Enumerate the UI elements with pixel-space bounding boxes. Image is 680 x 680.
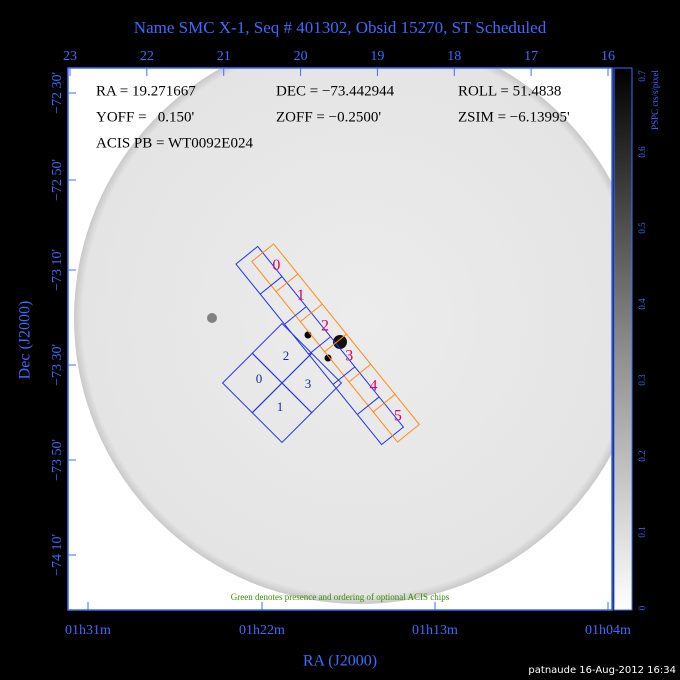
top-axis-labels: 23 22 21 20 19 18 17 16 <box>63 49 615 64</box>
y-axis-title: Dec (J2000) <box>17 301 34 380</box>
top-tick-label: 22 <box>140 49 154 64</box>
sky-image <box>74 68 612 604</box>
left-tick-label: −72 50' <box>50 159 65 201</box>
x-axis-title: RA (J2000) <box>303 653 377 670</box>
acis-i-labels: 0 1 2 3 <box>256 348 312 414</box>
info-ra: RA = 19.271667 <box>96 83 196 99</box>
chip-divider <box>308 336 331 355</box>
info-dec: DEC = −73.442944 <box>276 83 395 99</box>
source <box>324 354 332 362</box>
bottom-tick-label: 01h22m <box>239 623 285 638</box>
chip-label: 0 <box>272 257 280 274</box>
colorbar-labels: 0 0.1 0.2 0.3 0.4 0.5 0.6 0.7 <box>637 70 647 610</box>
chip-divider <box>372 393 396 413</box>
chip-label: 4 <box>370 378 378 395</box>
info-acis-pb: ACIS PB = WT0092E024 <box>96 135 253 151</box>
top-tick-label: 19 <box>370 49 384 64</box>
chip-label: 2 <box>321 317 329 334</box>
acis-i <box>221 322 343 444</box>
colorbar-label: 0.6 <box>637 146 647 158</box>
chip-divider <box>259 276 283 295</box>
chip-divider <box>332 366 356 385</box>
top-tick-label: 23 <box>63 49 77 64</box>
note: Green denotes presence and ordering of o… <box>231 592 450 602</box>
info-yoff: YOFF = 0.150' <box>96 109 195 125</box>
top-tick-label: 17 <box>524 49 538 64</box>
chip-label: 3 <box>305 376 312 391</box>
info-zoff: ZOFF = −0.2500' <box>276 109 381 125</box>
colorbar <box>613 67 633 611</box>
top-tick-label: 18 <box>447 49 461 64</box>
left-tick-label: −74 10' <box>50 534 65 576</box>
frame <box>67 67 613 611</box>
left-tick-label: −73 50' <box>50 439 65 481</box>
colorbar-label: 0.5 <box>637 222 647 234</box>
chip-label: 2 <box>283 348 290 363</box>
bottom-axis-labels: 01h31m 01h22m 01h13m 01h04m <box>65 623 631 638</box>
left-tick-label: −72 30' <box>50 72 65 114</box>
bottom-tick-label: 01h13m <box>412 623 458 638</box>
left-axis-labels: −72 30' −72 50' −73 10' −73 30' −73 50' −74 1… <box>50 72 65 576</box>
chip-divider <box>284 306 307 325</box>
chip-label: 3 <box>345 347 353 364</box>
colorbar-label: 0.3 <box>637 374 647 386</box>
source <box>207 313 217 323</box>
acis-i-chip <box>281 352 343 414</box>
colorbar-label: 0.2 <box>637 450 647 461</box>
info-zsim: ZSIM = −6.13995' <box>458 109 570 125</box>
chip-divider <box>357 396 380 415</box>
title: Name SMC X-1, Seq # 401302, Obsid 15270,… <box>134 18 547 37</box>
left-tick-label: −73 10' <box>50 249 65 291</box>
chip-divider <box>324 333 347 353</box>
footer: patnaude 16-Aug-2012 16:34 <box>528 665 676 676</box>
bottom-tick-label: 01h04m <box>585 623 631 638</box>
colorbar-label: 0 <box>637 605 647 610</box>
colorbar-title: PSPC cts/s/pixel <box>650 70 660 130</box>
colorbar-label: 0.7 <box>637 70 647 82</box>
info-block: RA = 19.271667 DEC = −73.442944 ROLL = 5… <box>96 83 570 151</box>
acis-s <box>235 243 421 446</box>
colorbar-label: 0.4 <box>637 298 647 310</box>
source <box>333 335 347 349</box>
chip-divider <box>275 273 299 292</box>
chip-label: 5 <box>394 408 402 425</box>
colorbar-label: 0.1 <box>637 526 647 537</box>
chip-divider <box>348 363 372 383</box>
bottom-tick-label: 01h31m <box>65 623 111 638</box>
top-tick-label: 20 <box>294 49 308 64</box>
chip-label: 0 <box>256 371 263 386</box>
top-tick-label: 21 <box>217 49 231 64</box>
chip-divider <box>300 303 323 323</box>
source <box>304 331 312 339</box>
chip-label: 1 <box>297 287 305 304</box>
info-roll: ROLL = 51.4838 <box>458 83 561 99</box>
left-tick-label: −73 30' <box>50 344 65 386</box>
top-tick-label: 16 <box>601 49 615 64</box>
chip-label: 1 <box>277 399 284 414</box>
tick-marks <box>68 68 609 610</box>
